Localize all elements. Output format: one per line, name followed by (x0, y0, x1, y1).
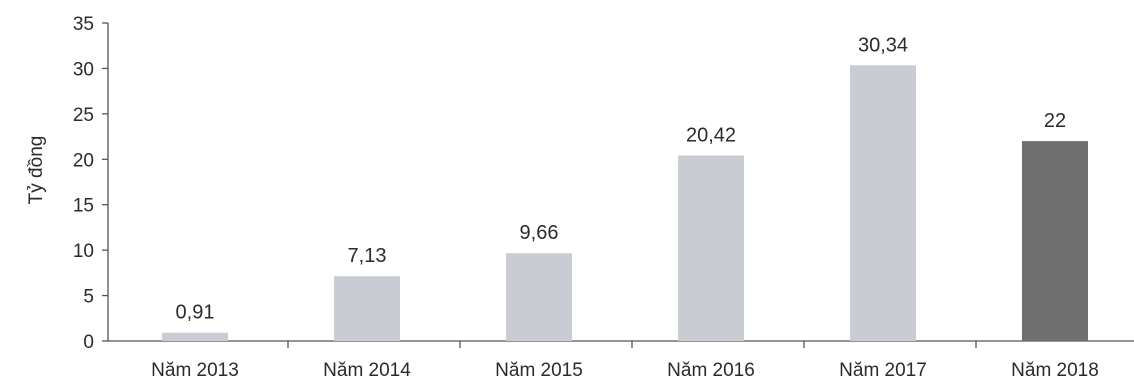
y-axis: 0 5 10 15 20 25 30 35 (73, 14, 109, 353)
bar-value-label: 7,13 (348, 245, 387, 267)
bar-value-label: 9,66 (520, 222, 559, 244)
bar-value-label: 20,42 (686, 124, 736, 146)
x-axis: Năm 2013 Năm 2014 Năm 2015 Năm 2016 Năm 2017… (108, 340, 1134, 381)
y-tick-label: 15 (73, 196, 94, 217)
y-axis-title: Tỷ đồng (26, 136, 47, 205)
bar-value-label: 0,91 (176, 302, 215, 324)
y-tick-label: 35 (73, 14, 94, 35)
bar (678, 155, 744, 341)
bar (334, 276, 400, 341)
y-tick-label: 25 (73, 105, 94, 126)
value-labels: 0,91 7,13 9,66 20,42 30,34 22 (176, 34, 1067, 323)
y-tick-label: 30 (73, 59, 94, 80)
x-category-label: Năm 2016 (667, 360, 755, 381)
x-category-label: Năm 2013 (151, 360, 239, 381)
bar-value-label: 30,34 (858, 34, 908, 56)
x-category-label: Năm 2018 (1011, 360, 1099, 381)
bar (162, 332, 228, 341)
x-category-label: Năm 2015 (495, 360, 583, 381)
y-tick-label: 5 (83, 287, 94, 308)
bar-value-label: 22 (1044, 110, 1066, 132)
bars (162, 65, 1088, 342)
y-tick-label: 0 (83, 332, 94, 353)
y-tick-label: 20 (73, 150, 94, 171)
bar (850, 65, 916, 342)
bar (506, 253, 572, 341)
bar (1022, 141, 1088, 341)
x-category-label: Năm 2017 (839, 360, 927, 381)
x-category-label: Năm 2014 (323, 360, 411, 381)
y-tick-label: 10 (73, 241, 94, 262)
